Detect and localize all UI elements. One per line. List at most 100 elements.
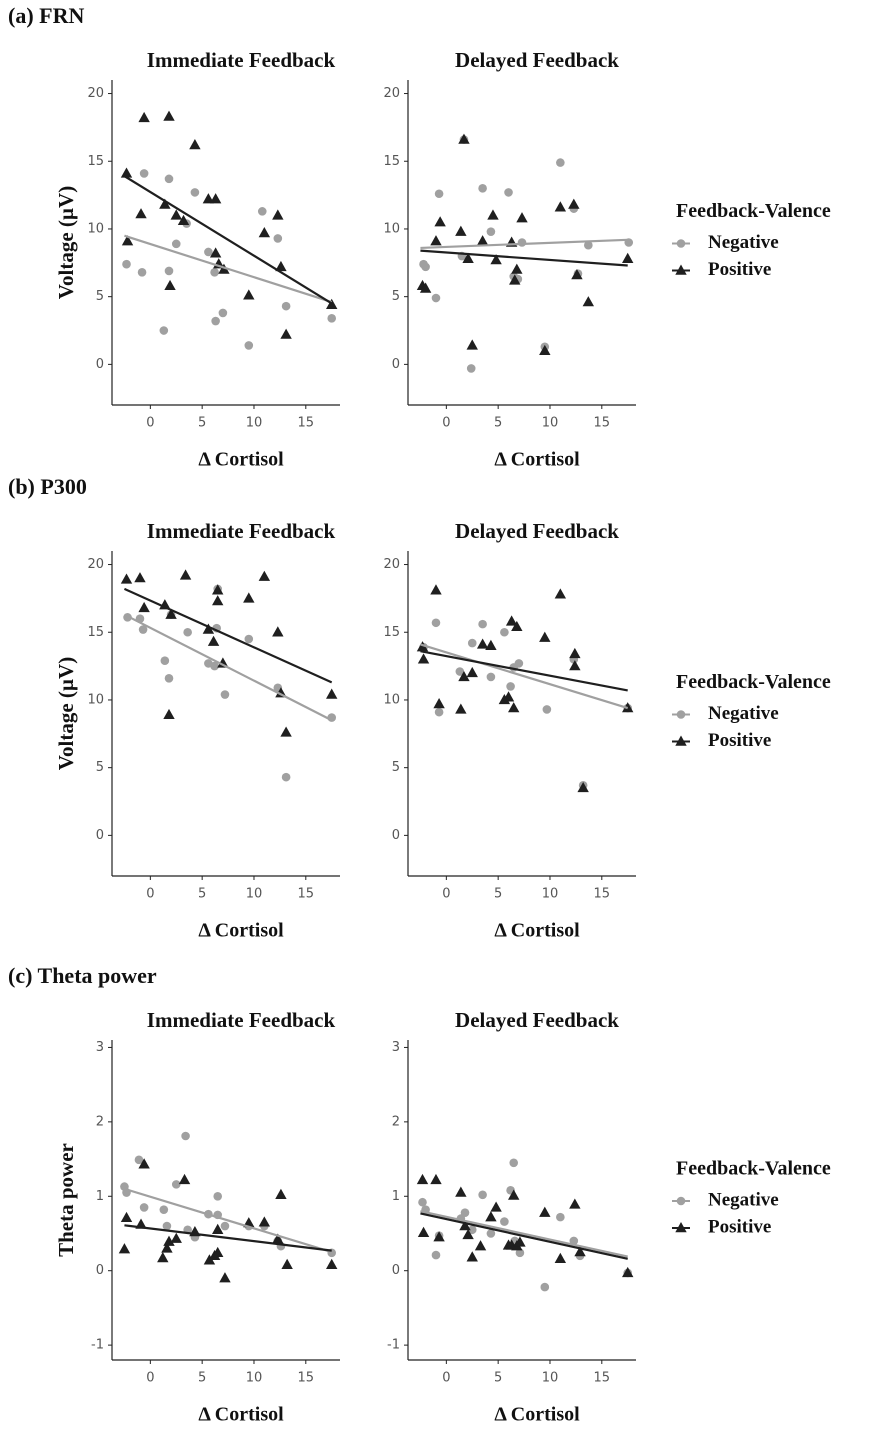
x-tick-label: 0 [146,887,154,902]
data-point [431,618,441,628]
panel-title: Immediate Feedback [147,48,336,72]
data-point [430,1173,442,1185]
y-tick-label: 10 [383,692,400,707]
x-tick-label: 5 [494,416,502,431]
data-point [326,688,338,699]
data-point [118,1243,131,1254]
data-point [584,240,593,250]
data-point [476,235,489,246]
data-point [490,254,502,265]
data-point [458,670,470,682]
x-tick-label: 0 [442,1371,450,1386]
x-tick-label: 5 [494,1371,502,1386]
data-point [210,661,219,671]
data-point [505,615,518,626]
data-point [243,592,255,603]
data-point [163,110,175,121]
data-point [455,1186,467,1197]
data-point [569,1236,579,1246]
data-point [486,1229,496,1238]
y-axis-label: Theta power [54,1143,78,1257]
data-point [326,298,338,309]
data-point [431,1250,441,1260]
y-tick-label: 15 [87,625,104,640]
data-point [170,1232,182,1243]
y-tick-label: 3 [392,1040,400,1055]
data-point [467,638,477,648]
data-point [159,198,171,209]
y-tick-label: 2 [96,1114,104,1129]
data-point [486,227,496,236]
legend-label: Positive [708,259,771,280]
data-point [416,641,429,652]
data-point [135,208,147,219]
data-point [134,572,146,583]
data-point [139,169,149,178]
data-point [577,781,589,793]
data-point [417,1226,430,1237]
data-point [275,260,287,272]
y-tick-label: 5 [392,760,400,775]
y-tick-label: 10 [87,221,104,236]
data-point [120,573,133,584]
data-point [434,707,444,717]
data-point [122,259,131,269]
data-point [137,267,147,277]
data-point [213,1191,223,1201]
data-point [138,111,150,123]
data-point [209,193,222,204]
y-axis-label: Voltage (µV) [54,186,78,299]
data-point [430,584,442,595]
panel-label: (b) P300 [8,474,87,499]
legend-label: Negative [708,1189,779,1210]
data-point [462,1228,474,1240]
fit-line [124,1224,332,1252]
data-point [258,227,271,238]
data-point [202,623,215,634]
data-point [511,263,523,274]
legend-marker [676,710,686,719]
data-point [474,1240,487,1251]
data-point [539,344,551,356]
fit-line [420,650,628,692]
x-tick-label: 15 [298,416,315,431]
x-tick-label: 15 [298,1371,315,1386]
y-tick-label: 5 [392,289,400,304]
data-point [569,660,581,671]
data-point [540,1282,550,1292]
data-point [211,316,220,326]
data-point [258,1216,271,1227]
data-point [212,595,224,606]
data-point [171,239,181,249]
data-point [207,635,220,646]
data-point [511,620,523,632]
y-tick-label: 0 [392,1263,400,1278]
data-point [243,1217,255,1228]
data-point [212,1223,224,1234]
y-tick-label: 15 [383,154,400,169]
data-point [164,673,174,683]
legend-marker [675,264,687,275]
data-point [218,308,228,318]
data-point [159,326,169,335]
fit-line [420,1212,628,1260]
data-point [281,301,291,311]
y-tick-label: 0 [96,1263,104,1278]
data-point [514,659,524,668]
data-point [516,212,528,223]
fit-line [123,587,333,684]
data-point [458,133,470,144]
y-tick-label: 20 [87,557,104,572]
data-point [421,262,430,272]
x-tick-label: 15 [594,1371,611,1386]
y-tick-label: 20 [383,557,400,572]
data-point [257,207,267,216]
data-point [455,225,467,236]
x-axis-label: Δ Cortisol [494,1404,580,1426]
y-tick-label: 0 [96,357,104,372]
data-point [467,1225,477,1235]
y-tick-label: 0 [392,357,400,372]
panel-title: Immediate Feedback [147,1008,336,1032]
data-point [554,201,567,212]
